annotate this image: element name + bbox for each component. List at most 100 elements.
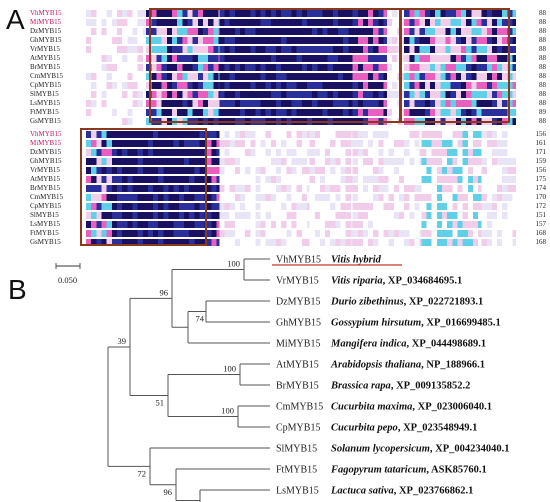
alignment-row: BrMYB15 174 xyxy=(0,184,550,193)
sequence-residues xyxy=(86,64,516,71)
sequence-name: VhMYB15 xyxy=(30,130,62,138)
sequence-position: 172 xyxy=(535,202,547,210)
sequence-position: 88 xyxy=(539,99,546,107)
sequence-name: GsMYB15 xyxy=(30,238,61,246)
sequence-position: 88 xyxy=(539,117,546,125)
alignment-row: CmMYB15 170 xyxy=(0,193,550,202)
leaf-species: Arabidopsis thaliana, NP_188966.1 xyxy=(330,360,485,371)
leaf-species: Vitis riparia, XP_034684695.1 xyxy=(331,276,462,287)
sequence-name: LsMYB15 xyxy=(30,99,60,107)
bootstrap-value: 100 xyxy=(227,259,240,269)
alignment-row: AtMYB15 175 xyxy=(0,175,550,184)
bootstrap-value: 51 xyxy=(156,398,165,408)
sequence-residues xyxy=(86,149,516,156)
alignment-row: MiMYB15 161 xyxy=(0,139,550,148)
sequence-position: 168 xyxy=(535,238,547,246)
sequence-position: 159 xyxy=(535,157,547,165)
alignment-row: MiMYB15 88 xyxy=(0,18,550,27)
panel-b-label: B xyxy=(8,274,27,305)
sequence-residues xyxy=(86,37,516,44)
sequence-name: GhMYB15 xyxy=(30,36,62,44)
sequence-residues xyxy=(86,221,516,228)
sequence-position: 157 xyxy=(535,220,547,228)
leaf-species: Vitis hybrid xyxy=(331,255,382,266)
sequence-name: BrMYB15 xyxy=(30,63,60,71)
sequence-name: FtMYB15 xyxy=(30,229,59,237)
alignment-row: DzMYB15 171 xyxy=(0,148,550,157)
leaf-gene-id: CmMYB15 xyxy=(276,402,323,413)
sequence-position: 88 xyxy=(539,90,546,98)
alignment-row: SlMYB15 151 xyxy=(0,211,550,220)
alignment-row: AtMYB15 88 xyxy=(0,54,550,63)
alignment-row: FtMYB15 89 xyxy=(0,108,550,117)
sequence-name: DzMYB15 xyxy=(30,27,62,35)
alignment-row: LsMYB15 88 xyxy=(0,99,550,108)
alignment-row: DzMYB15 88 xyxy=(0,27,550,36)
sequence-residues xyxy=(86,91,516,98)
sequence-name: FtMYB15 xyxy=(30,108,59,116)
sequence-residues xyxy=(86,167,516,174)
sequence-name: VhMYB15 xyxy=(30,9,62,17)
alignment-row: GhMYB15 159 xyxy=(0,157,550,166)
leaf-gene-id: MiMYB15 xyxy=(276,339,320,350)
sequence-residues xyxy=(86,194,516,201)
sequence-residues xyxy=(86,212,516,219)
sequence-position: 171 xyxy=(535,148,547,156)
sequence-position: 156 xyxy=(535,166,547,174)
sequence-position: 88 xyxy=(539,9,546,17)
sequence-residues xyxy=(86,28,516,35)
sequence-residues xyxy=(86,230,516,237)
sequence-name: VrMYB15 xyxy=(30,45,60,53)
sequence-residues xyxy=(86,140,516,147)
bootstrap-value: 74 xyxy=(196,314,205,324)
alignment-row: VrMYB15 88 xyxy=(0,45,550,54)
sequence-name: CmMYB15 xyxy=(30,72,64,80)
sequence-name: VrMYB15 xyxy=(30,166,60,174)
leaf-species: Mangifera indica, XP_044498689.1 xyxy=(330,339,486,350)
sequence-residues xyxy=(86,158,516,165)
alignment-row: LsMYB15 157 xyxy=(0,220,550,229)
sequence-residues xyxy=(86,19,516,26)
sequence-position: 151 xyxy=(535,211,547,219)
sequence-position: 168 xyxy=(535,229,547,237)
alignment-row: GsMYB15 168 xyxy=(0,238,550,247)
alignment-row: VhMYB15 88 xyxy=(0,9,550,18)
sequence-position: 88 xyxy=(539,18,546,26)
sequence-name: SlMYB15 xyxy=(30,90,59,98)
panel-a-label: A xyxy=(6,4,25,35)
conserved-region-box xyxy=(80,128,207,246)
alignment-row: CmMYB15 88 xyxy=(0,72,550,81)
sequence-name: LsMYB15 xyxy=(30,220,60,228)
bootstrap-value: 72 xyxy=(138,468,147,478)
leaf-species: Solanum lycopersicum, XP_004234040.1 xyxy=(331,444,510,455)
sequence-name: CpMYB15 xyxy=(30,81,62,89)
sequence-position: 88 xyxy=(539,81,546,89)
leaf-species: Cucurbita maxima, XP_023006040.1 xyxy=(331,402,492,413)
sequence-residues xyxy=(86,109,516,116)
leaf-gene-id: VhMYB15 xyxy=(276,255,321,266)
scale-bar-label: 0.050 xyxy=(58,275,77,285)
alignment-row: BrMYB15 88 xyxy=(0,63,550,72)
alignment-row: VhMYB15 156 xyxy=(0,130,550,139)
sequence-position: 161 xyxy=(535,139,547,147)
sequence-residues xyxy=(86,185,516,192)
alignment-row: VrMYB15 156 xyxy=(0,166,550,175)
sequence-position: 89 xyxy=(539,108,546,116)
sequence-name: GsMYB15 xyxy=(30,117,61,125)
leaf-species: Durio zibethinus, XP_022721893.1 xyxy=(330,297,483,308)
sequence-name: CmMYB15 xyxy=(30,193,64,201)
sequence-residues xyxy=(86,131,516,138)
sequence-position: 156 xyxy=(535,130,547,138)
sequence-residues xyxy=(86,46,516,53)
conserved-region-box xyxy=(400,8,510,123)
sequence-name: AtMYB15 xyxy=(30,175,60,183)
leaf-species: Fagopyrum tataricum, ASK85760.1 xyxy=(330,465,487,476)
sequence-name: DzMYB15 xyxy=(30,148,62,156)
sequence-position: 88 xyxy=(539,36,546,44)
leaf-gene-id: BrMYB15 xyxy=(276,381,319,392)
leaf-gene-id: CpMYB15 xyxy=(276,423,320,434)
alignment-row: FtMYB15 168 xyxy=(0,229,550,238)
sequence-position: 88 xyxy=(539,45,546,53)
alignment-row: CpMYB15 88 xyxy=(0,81,550,90)
